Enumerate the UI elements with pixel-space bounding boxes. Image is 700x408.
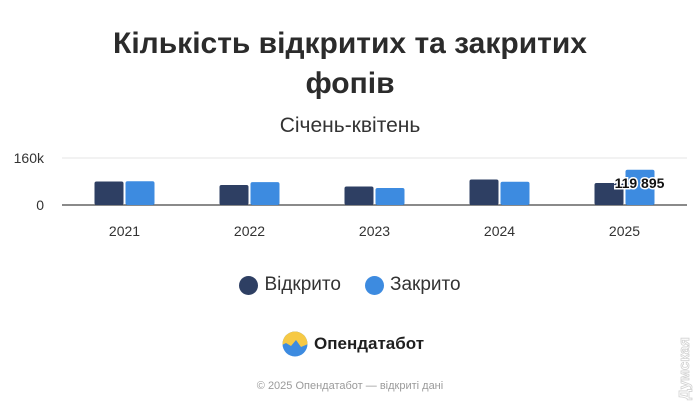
x-tick-label-2021: 2021 bbox=[109, 223, 140, 239]
bar-opened-2023 bbox=[344, 186, 374, 205]
y-tick-label: 0 bbox=[36, 197, 44, 213]
bar-chart: 0 160k 2021 2022 2023 2024 2025 119 895 bbox=[14, 150, 687, 239]
bar-closed-2021 bbox=[125, 181, 155, 205]
y-axis-ticks: 0 160k bbox=[14, 150, 45, 213]
bar-opened-2021 bbox=[94, 181, 124, 205]
chart-subtitle: Січень-квітень bbox=[279, 114, 421, 137]
bar-closed-2025 bbox=[625, 169, 655, 205]
bar-opened-2022 bbox=[219, 185, 249, 205]
copyright-text: © 2025 Опендатабот — відкриті дані bbox=[256, 380, 444, 392]
brand-name: Опендатабот bbox=[314, 334, 425, 353]
chart-title: Кількість відкритих та закритих фопів bbox=[0, 24, 700, 104]
bar-closed-2023 bbox=[375, 187, 405, 205]
x-tick-label-2024: 2024 bbox=[484, 223, 515, 239]
legend-item-closed[interactable]: Закрито bbox=[364, 274, 461, 296]
y-tick-label: 160k bbox=[14, 150, 45, 166]
legend-swatch-closed bbox=[364, 275, 384, 295]
bars-layer bbox=[94, 169, 655, 205]
legend-item-opened[interactable]: Відкрито bbox=[239, 274, 341, 296]
bar-opened-2025 bbox=[594, 182, 624, 205]
grid-layer bbox=[62, 157, 687, 206]
x-tick-label-2025: 2025 bbox=[609, 223, 640, 239]
watermark-text: Думская bbox=[676, 337, 693, 400]
data-labels-layer: 119 895 bbox=[613, 173, 666, 192]
brand[interactable]: Опендатабот bbox=[282, 331, 424, 357]
chart-title-line-1: Кількість відкритих та закритих bbox=[113, 27, 587, 60]
legend-label-closed: Закрито bbox=[389, 274, 461, 295]
bar-closed-2024 bbox=[500, 181, 530, 205]
data-label: 119 895 bbox=[615, 175, 665, 191]
chart-legend: Відкрито Закрито bbox=[0, 274, 700, 296]
bar-opened-2024 bbox=[469, 179, 499, 205]
chart-title-line-2: фопів bbox=[305, 67, 395, 100]
legend-label-opened: Відкрито bbox=[264, 274, 341, 295]
bar-closed-2022 bbox=[250, 182, 280, 205]
legend-swatch-opened bbox=[239, 275, 259, 295]
x-tick-label-2022: 2022 bbox=[234, 223, 265, 239]
x-tick-label-2023: 2023 bbox=[359, 223, 390, 239]
watermark: Думская bbox=[676, 337, 694, 401]
opendatabot-logo-icon bbox=[282, 331, 308, 357]
x-axis-ticks: 2021 2022 2023 2024 2025 bbox=[109, 223, 640, 239]
